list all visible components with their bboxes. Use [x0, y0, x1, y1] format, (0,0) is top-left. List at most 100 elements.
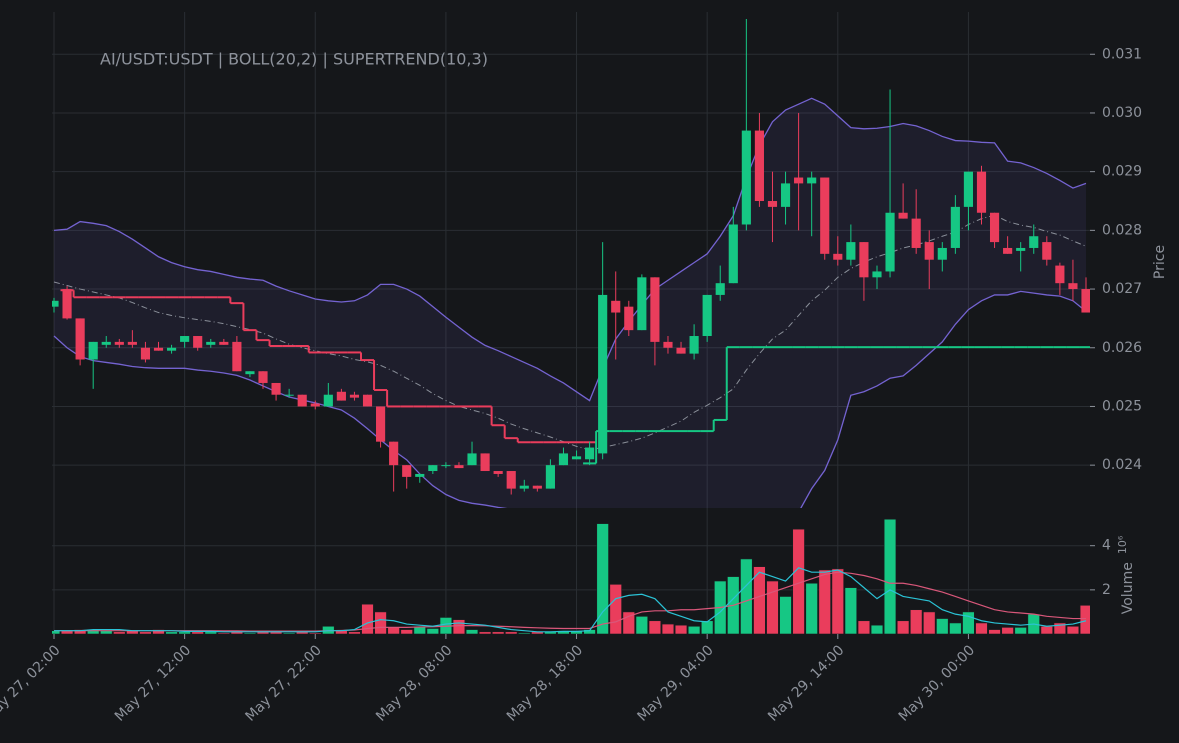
candle-body [754, 130, 764, 202]
candle-body [180, 336, 190, 342]
candle-body [963, 171, 974, 207]
candle-body [323, 394, 333, 407]
candle-body [519, 485, 529, 489]
volume-bar [1066, 625, 1080, 634]
candle-body [872, 271, 882, 278]
candle-body [310, 403, 320, 407]
volume-bar [583, 629, 596, 634]
volume-bar [1001, 627, 1014, 634]
volume-bar [191, 631, 204, 634]
candle-body [833, 253, 843, 260]
volume-bar [648, 620, 662, 634]
candle-body [741, 130, 751, 225]
candle-body [245, 371, 255, 375]
candle-body [650, 277, 660, 342]
y-tick-label: 0.029 [1102, 164, 1142, 180]
volume-ma-slow [54, 571, 1086, 632]
candle-body [989, 212, 1000, 243]
volume-bar [73, 629, 87, 634]
candle-body [767, 201, 778, 207]
candle-body [140, 347, 151, 360]
candle-body [402, 465, 412, 477]
y-tick-label: 0.030 [1102, 105, 1142, 121]
y-tick-label: 0.026 [1102, 340, 1142, 356]
volume-bar [883, 518, 897, 634]
volume-bar [178, 631, 191, 634]
volume-bar [505, 631, 518, 634]
volume-bar [217, 632, 231, 634]
candle-body [885, 212, 895, 272]
candle-body [62, 289, 72, 319]
candle-body [101, 341, 111, 345]
volume-bar [387, 627, 400, 634]
chart-title: AI/USDT:USDT | BOLL(20,2) | SUPERTREND(1… [100, 50, 488, 69]
candle-body [820, 177, 830, 254]
volume-bar [805, 582, 818, 634]
candle-body [911, 218, 921, 248]
volume-bar [635, 616, 649, 634]
y-axis-label: Price [1152, 245, 1168, 279]
volume-bar [361, 603, 374, 634]
volume-bar [282, 632, 296, 634]
volume-bar [1053, 622, 1067, 634]
candle-body [258, 371, 268, 383]
volume-bar [896, 620, 910, 634]
candle-body [663, 341, 673, 348]
volume-bar [113, 631, 126, 634]
bollinger-upper [53, 97, 1087, 402]
candle-body [362, 394, 373, 407]
volume-bar [478, 631, 492, 634]
candle-body [52, 300, 59, 307]
volume-bar [818, 569, 831, 634]
candle-body [232, 341, 242, 372]
candle-body [1003, 247, 1013, 254]
candle-body [493, 471, 503, 474]
volume-bar [452, 619, 466, 634]
volume-label: Volume [1120, 562, 1136, 614]
volume-bar [596, 523, 609, 634]
y-tick-label: 2 [1102, 582, 1111, 598]
candle-body [88, 341, 98, 360]
volume-bar [674, 624, 688, 634]
candle-body [415, 473, 425, 477]
candle-body [898, 212, 908, 219]
candle-body [585, 447, 595, 460]
volume-bar [165, 631, 178, 634]
y-tick-label: 0.025 [1102, 398, 1142, 414]
candle-body [637, 277, 647, 331]
candle-body [506, 471, 516, 489]
volume-bar [936, 618, 949, 634]
volume-bar [374, 611, 387, 634]
candle-body [166, 347, 177, 351]
volume-bar [139, 631, 152, 634]
candle-body [153, 347, 164, 351]
candle-body [859, 242, 869, 278]
volume-bar [204, 631, 217, 634]
candle-body [1042, 242, 1052, 260]
volume-bar [909, 609, 923, 634]
candle-body [284, 394, 294, 396]
candle-body [676, 347, 686, 354]
volume-bar [1014, 627, 1027, 634]
bollinger-lower [53, 290, 1087, 508]
volume-bar [152, 629, 165, 634]
candle-body [127, 341, 137, 345]
volume-bar [766, 580, 779, 634]
volume-bar [844, 587, 858, 634]
volume-bar [740, 558, 753, 634]
grid [52, 12, 1090, 634]
volume-panel [52, 518, 1090, 634]
candle-body [794, 177, 804, 184]
candle-body [441, 465, 451, 467]
candle-body [807, 177, 817, 184]
volume-bar [622, 611, 635, 634]
candle-body [389, 441, 399, 466]
y-tick-label: 4 [1102, 538, 1111, 554]
volume-bar [779, 596, 792, 634]
candle-body [1068, 283, 1078, 290]
candle-body [976, 171, 987, 213]
candle-body [1016, 247, 1026, 251]
volume-bar [857, 620, 871, 634]
